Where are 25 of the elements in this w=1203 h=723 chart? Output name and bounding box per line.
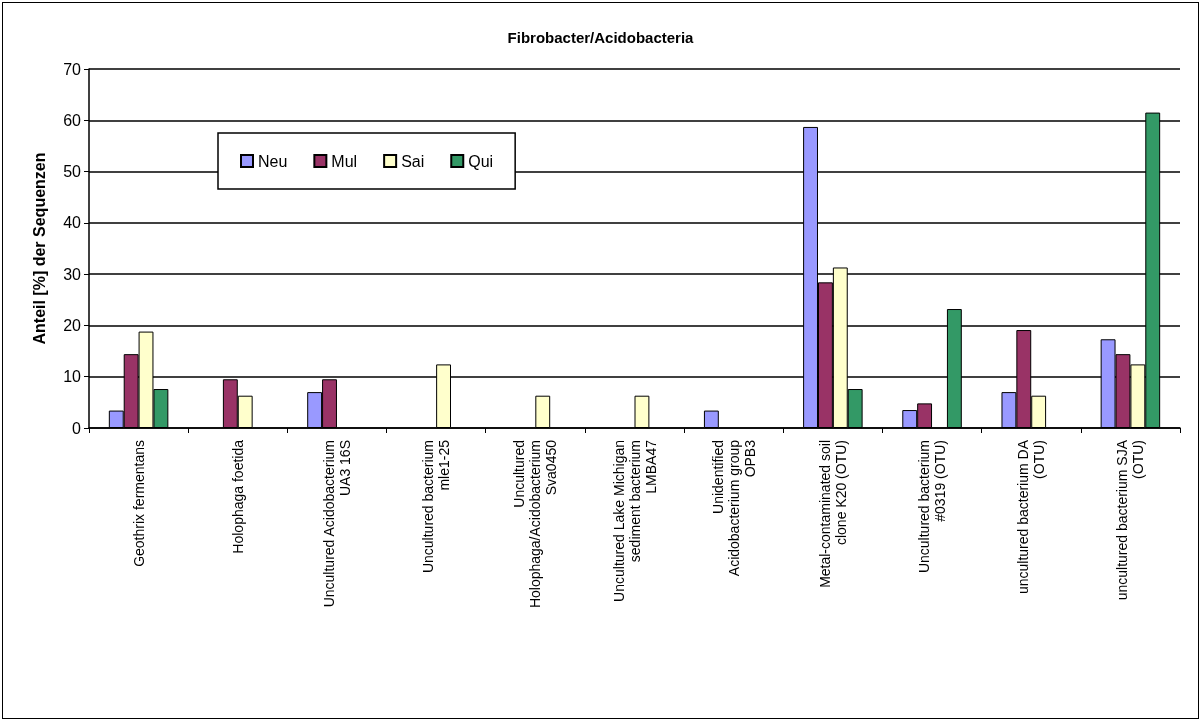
- y-axis-title: Anteil [%] der Sequenzen: [30, 152, 48, 345]
- y-tick-label: 40: [63, 214, 82, 232]
- legend-label: Qui: [468, 152, 494, 170]
- legend-label: Sai: [401, 152, 425, 170]
- legend-label: Mul: [331, 152, 358, 170]
- y-tick-label: 20: [63, 316, 82, 334]
- y-tick-label: 0: [72, 419, 82, 437]
- y-tick-label: 60: [63, 111, 82, 129]
- chart-title: Fibrobacter/Acidobacteria: [507, 29, 695, 46]
- x-tick-label: uncultured bacterium SJA (OTU): [1114, 439, 1147, 601]
- x-tick-label: uncultured bacterium DA (OTU): [1015, 439, 1048, 595]
- y-tick-label: 10: [63, 368, 82, 386]
- x-tick-label: Uncultured bacterium mle1-25: [420, 439, 453, 574]
- x-tick-label: Uncultured Acidobacterium UA3 16S: [320, 440, 353, 608]
- x-tick-label: Metal-contaminated soil clone K20 (OTU): [816, 440, 849, 588]
- x-tick-label: Geothrix fermentans: [130, 440, 147, 567]
- y-tick-label: 70: [63, 60, 82, 78]
- x-tick-label: Uncultured bacterium #0319 (OTU): [916, 440, 949, 574]
- x-tick-label: Holophaga foetida: [229, 439, 246, 554]
- x-tick-label: Uncultured Lake Michigan sediment bacterium LMBA47: [610, 439, 659, 602]
- y-tick-label: 50: [63, 163, 82, 181]
- x-tick-label: Uncultured Holophaga/Acidobacterium Sva0450: [511, 439, 560, 609]
- legend-label: Neu: [258, 152, 288, 170]
- x-tick-label: Unidentified Acidobacterium group OPB3: [709, 439, 758, 577]
- y-tick-label: 30: [63, 265, 82, 283]
